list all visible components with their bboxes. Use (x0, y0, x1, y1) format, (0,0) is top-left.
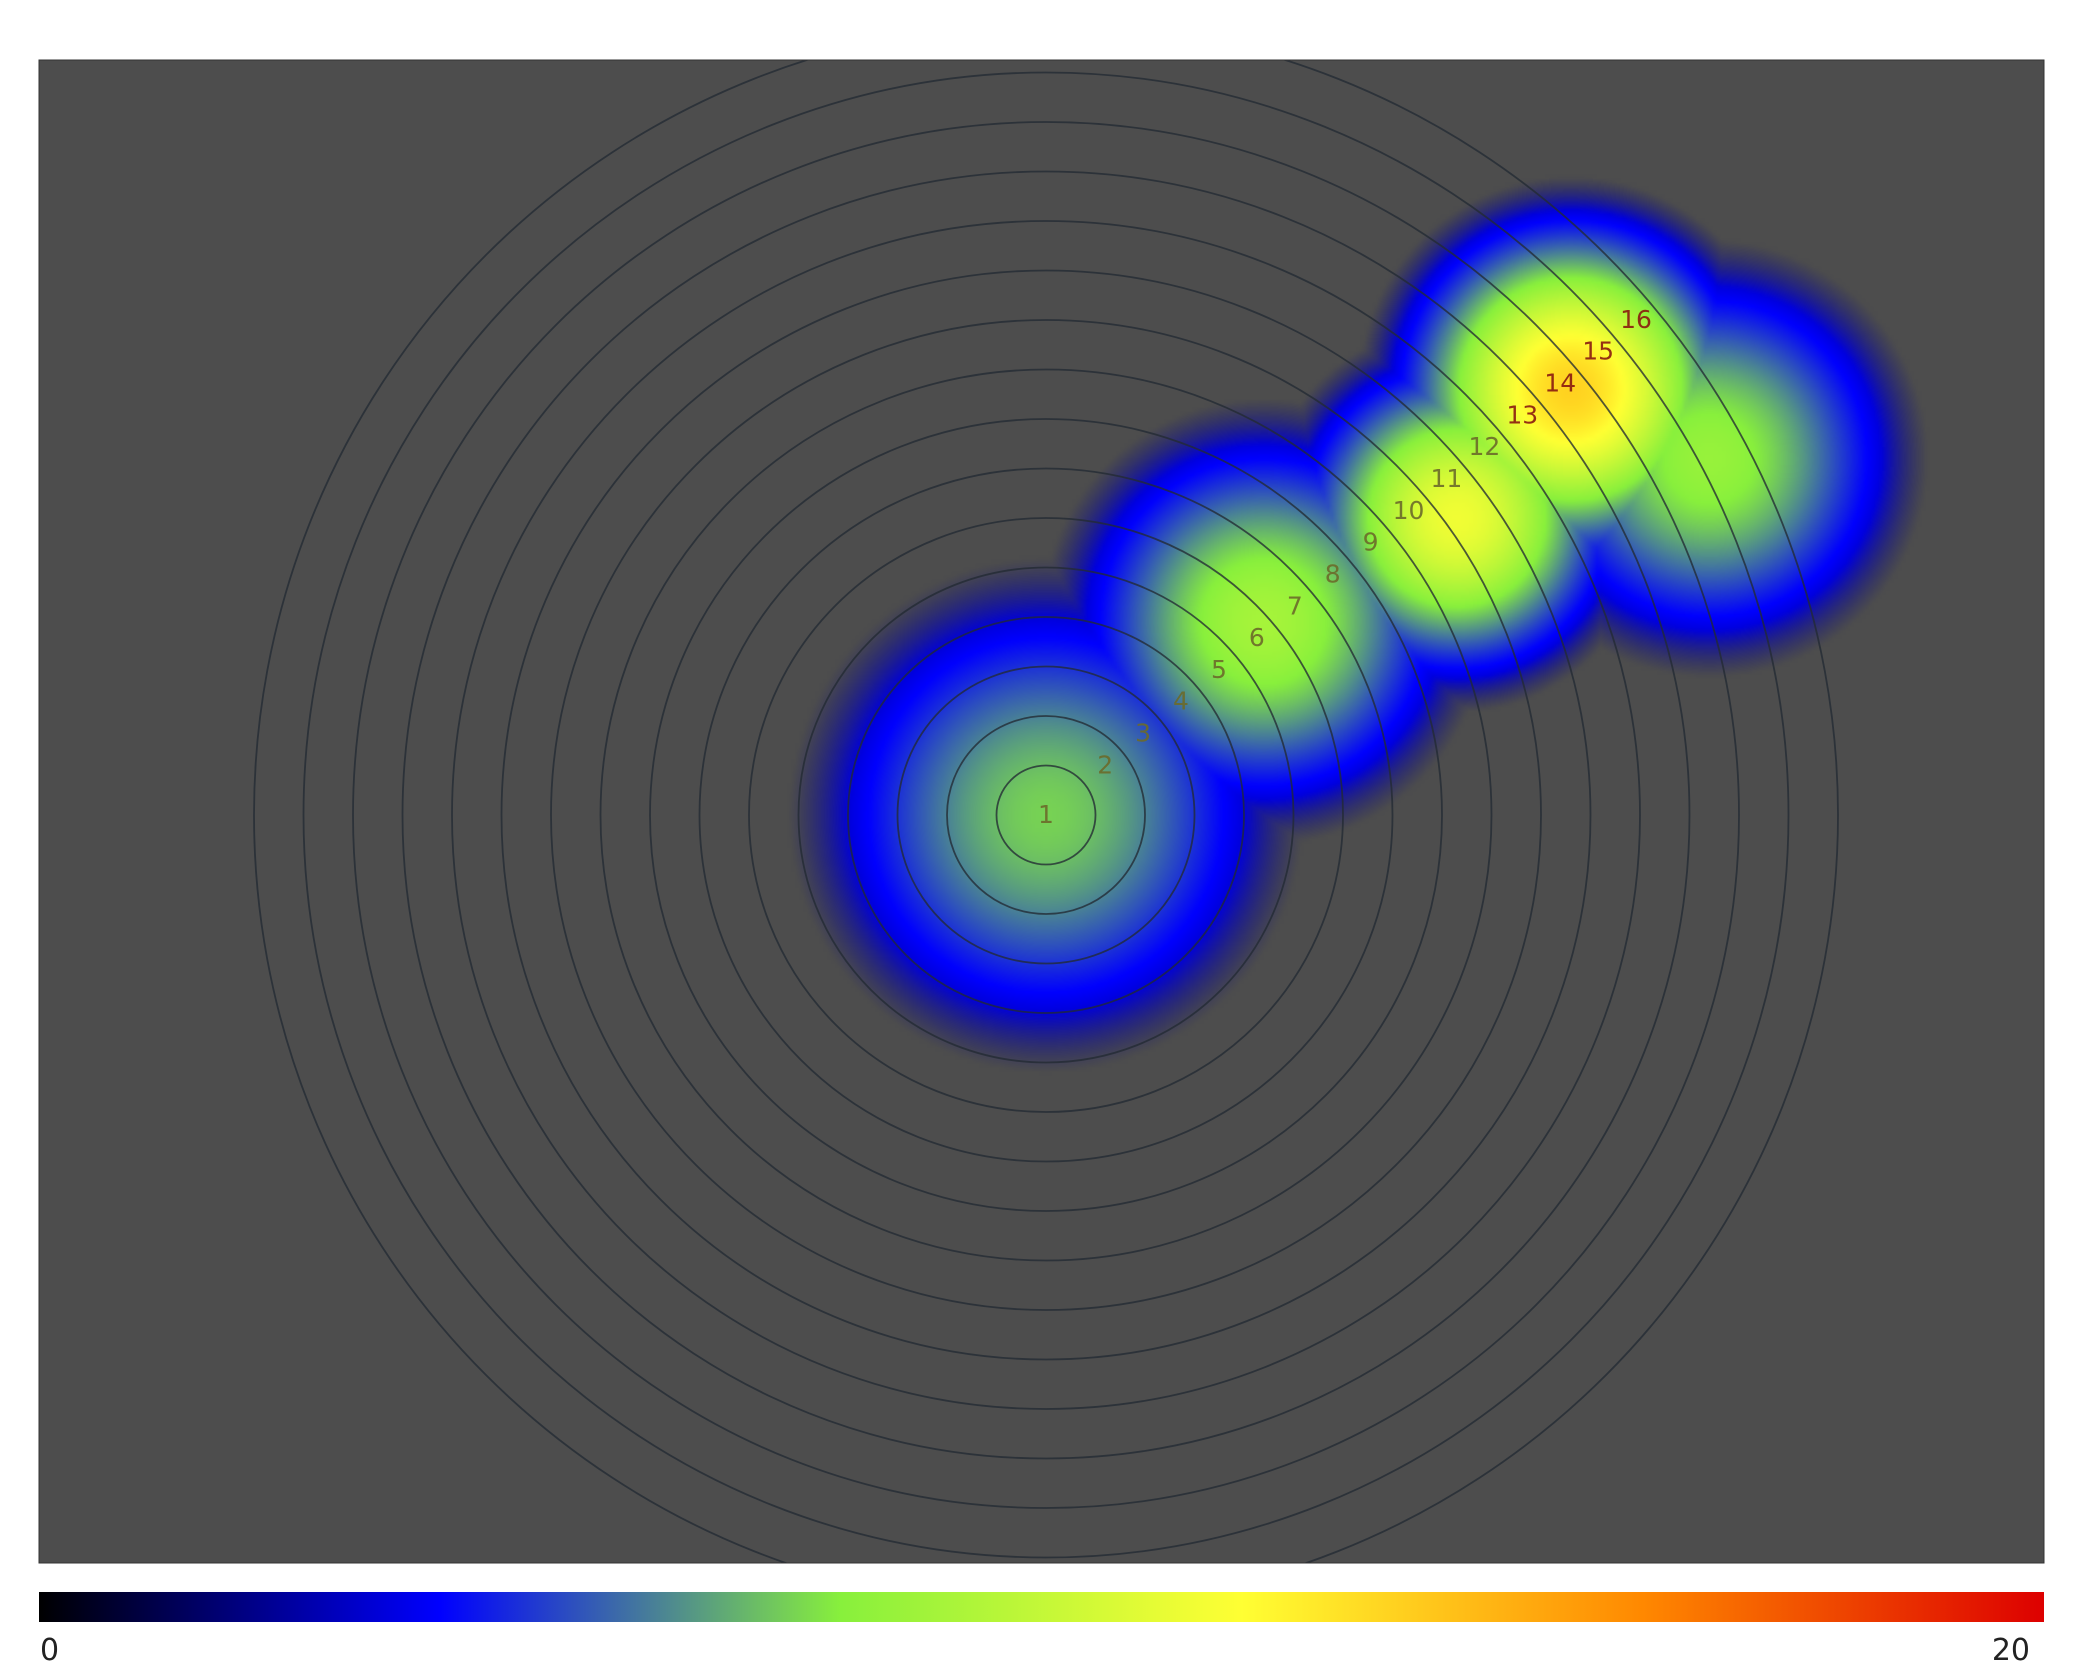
ring-8 (649, 418, 1443, 1212)
ring-7 (698, 467, 1394, 1163)
colorbar-min-label: 0 (40, 1633, 59, 1668)
ring-label-5: 5 (1211, 655, 1227, 684)
heatmap-layer (39, 60, 2044, 1563)
colorbar (39, 1592, 2044, 1622)
colorbar-max-label: 20 (1992, 1633, 2030, 1668)
ring-label-14: 14 (1544, 369, 1576, 398)
ring-label-11: 11 (1431, 464, 1463, 493)
ring-label-12: 12 (1468, 432, 1500, 461)
ring-label-9: 9 (1363, 528, 1379, 557)
ring-16 (253, 60, 1839, 1563)
ring-label-8: 8 (1325, 559, 1341, 588)
ring-11 (500, 269, 1592, 1361)
ring-label-7: 7 (1287, 591, 1303, 620)
ring-label-3: 3 (1135, 719, 1151, 748)
ring-13 (401, 170, 1691, 1460)
ring-14 (352, 121, 1740, 1509)
ring-label-6: 6 (1249, 623, 1265, 652)
ring-3 (896, 665, 1196, 965)
ring-label-1: 1 (1038, 800, 1054, 829)
ring-1 (995, 764, 1097, 866)
ring-label-15: 15 (1582, 337, 1614, 366)
ring-label-16: 16 (1620, 305, 1652, 334)
ring-2 (946, 715, 1146, 915)
ring-10 (550, 319, 1542, 1311)
ring-12 (451, 220, 1641, 1410)
ring-label-13: 13 (1506, 400, 1538, 429)
ring-15 (302, 71, 1790, 1559)
plot-border (38, 59, 2045, 1564)
ring-label-2: 2 (1097, 750, 1113, 779)
ring-5 (797, 566, 1295, 1064)
ring-label-4: 4 (1173, 687, 1189, 716)
ring-9 (599, 368, 1493, 1262)
ring-group (253, 60, 1839, 1563)
ring-label-10: 10 (1393, 496, 1425, 525)
ring-6 (748, 517, 1344, 1113)
ring-4 (847, 616, 1245, 1014)
